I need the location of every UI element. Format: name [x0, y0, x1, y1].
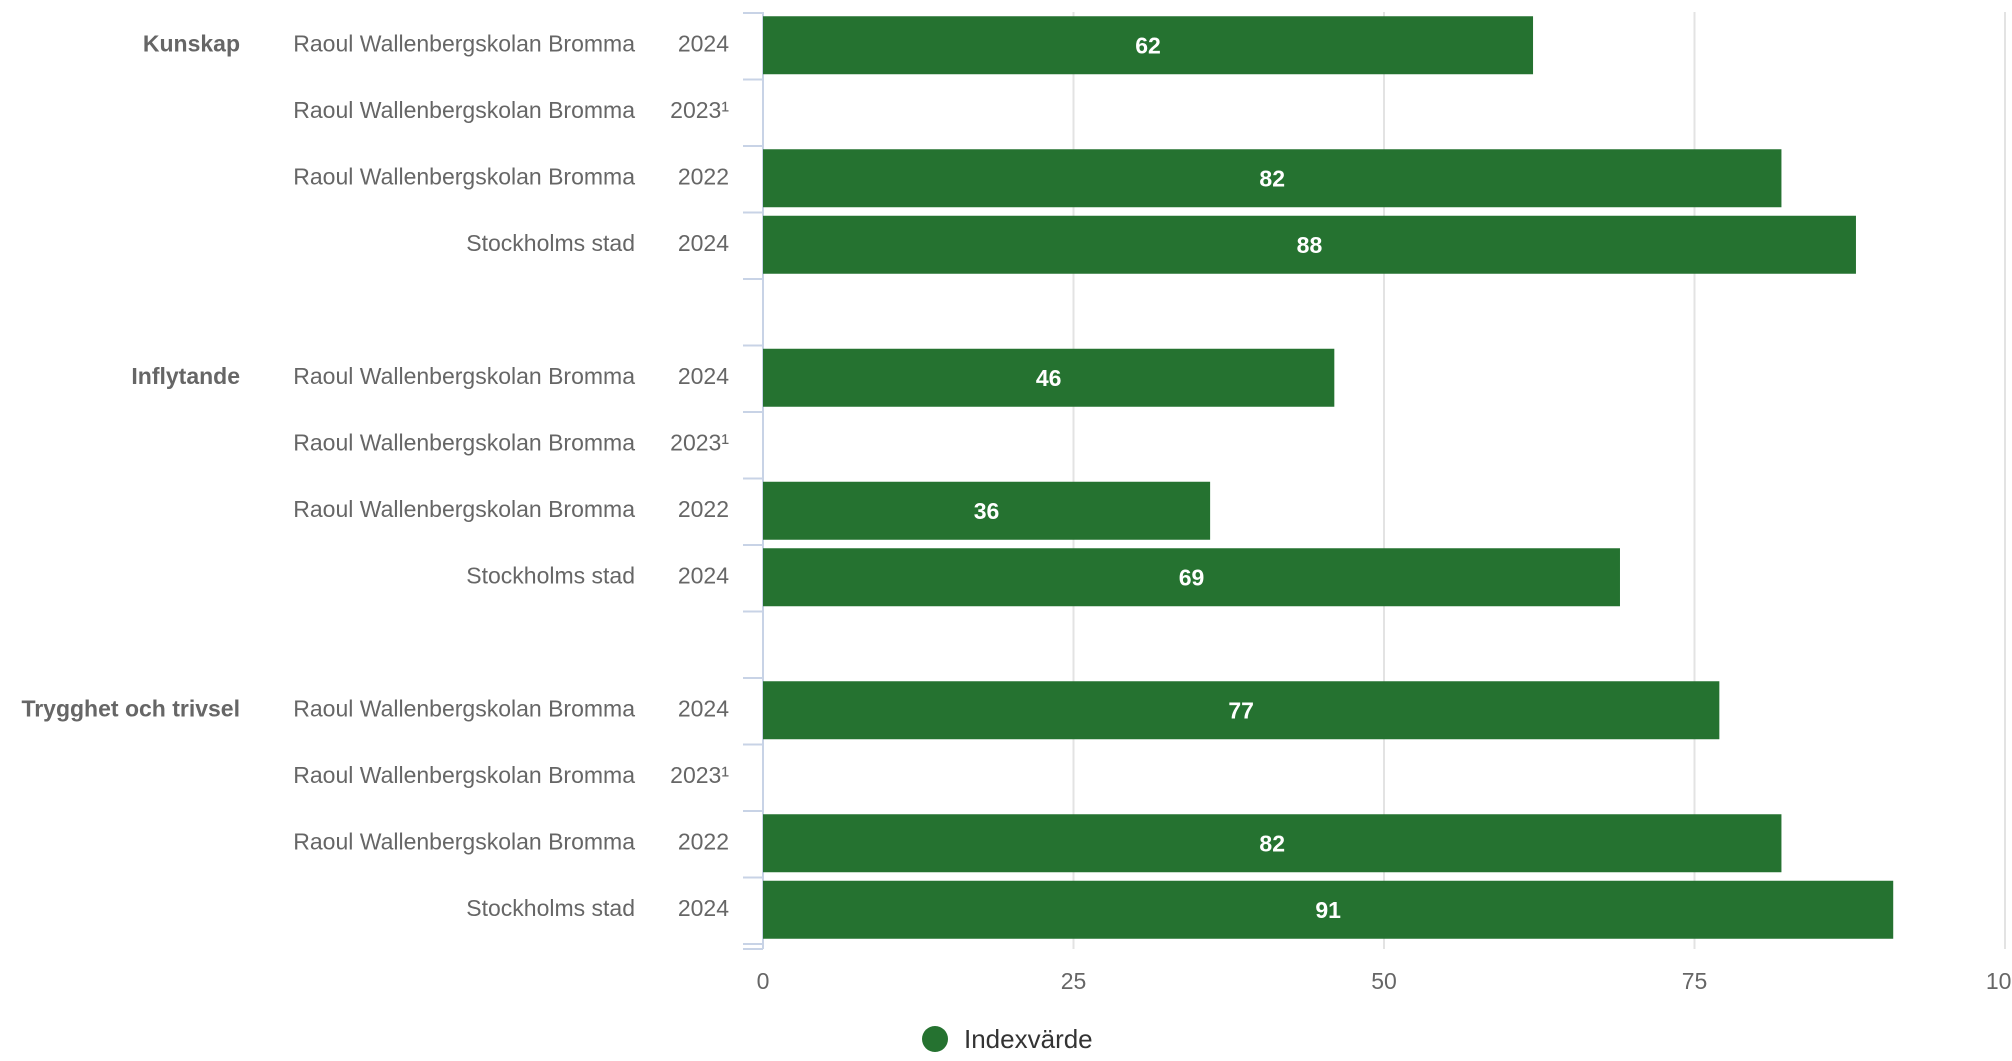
category-year-label: 2023¹	[670, 429, 729, 455]
data-label: 88	[1297, 232, 1323, 258]
category-name-label: Raoul Wallenbergskolan Bromma	[293, 828, 635, 854]
category-name-label: Stockholms stad	[466, 562, 635, 588]
category-year-label: 2024	[678, 230, 729, 256]
category-name-label: Raoul Wallenbergskolan Bromma	[293, 97, 635, 123]
bar	[763, 880, 1894, 939]
bar	[763, 814, 1782, 873]
tick-label: 50	[1371, 968, 1397, 994]
category-labels: Kunskap Raoul Wallenbergskolan Bromma 2024…	[21, 30, 729, 921]
legend-label: Indexvärde	[964, 1024, 1093, 1054]
bar	[763, 681, 1720, 740]
category-axis	[743, 12, 764, 950]
data-label: 91	[1315, 897, 1341, 923]
data-label: 82	[1259, 830, 1285, 856]
group-label: Kunskap	[143, 30, 240, 56]
data-label: 82	[1259, 165, 1285, 191]
data-label: 36	[974, 498, 1000, 524]
bar	[763, 481, 1211, 540]
category-name-label: Raoul Wallenbergskolan Bromma	[293, 496, 635, 522]
legend[interactable]: Indexvärde	[922, 1024, 1093, 1054]
category-year-label: 2024	[678, 363, 729, 389]
category-year-label: 2024	[678, 695, 729, 721]
category-year-label: 2024	[678, 30, 729, 56]
category-year-label: 2023¹	[670, 762, 729, 788]
category-name-label: Raoul Wallenbergskolan Bromma	[293, 762, 635, 788]
tick-label: 100	[1986, 968, 2012, 994]
bars: 62 82 88 46 36 69 77 82 91	[763, 16, 1894, 939]
category-year-label: 2023¹	[670, 97, 729, 123]
data-label: 69	[1179, 564, 1205, 590]
data-label: 46	[1036, 365, 1062, 391]
category-year-label: 2024	[678, 895, 729, 921]
category-name-label: Raoul Wallenbergskolan Bromma	[293, 30, 635, 56]
group-label: Inflytande	[131, 363, 240, 389]
data-label: 62	[1135, 32, 1161, 58]
tick-label: 75	[1682, 968, 1708, 994]
tick-label: 0	[757, 968, 770, 994]
category-name-label: Stockholms stad	[466, 230, 635, 256]
value-axis-ticks: 0 25 50 75 100	[757, 968, 2012, 994]
group-label: Trygghet och trivsel	[21, 695, 240, 721]
category-year-label: 2022	[678, 496, 729, 522]
category-name-label: Raoul Wallenbergskolan Bromma	[293, 695, 635, 721]
bar	[763, 149, 1782, 208]
bar	[763, 215, 1856, 274]
data-label: 77	[1228, 697, 1254, 723]
bar	[763, 348, 1335, 407]
bar	[763, 16, 1534, 75]
tick-label: 25	[1061, 968, 1087, 994]
bar	[763, 548, 1620, 607]
category-year-label: 2022	[678, 828, 729, 854]
category-name-label: Stockholms stad	[466, 895, 635, 921]
category-name-label: Raoul Wallenbergskolan Bromma	[293, 429, 635, 455]
category-name-label: Raoul Wallenbergskolan Bromma	[293, 363, 635, 389]
category-year-label: 2024	[678, 562, 729, 588]
category-name-label: Raoul Wallenbergskolan Bromma	[293, 163, 635, 189]
category-year-label: 2022	[678, 163, 729, 189]
legend-marker	[922, 1026, 948, 1052]
